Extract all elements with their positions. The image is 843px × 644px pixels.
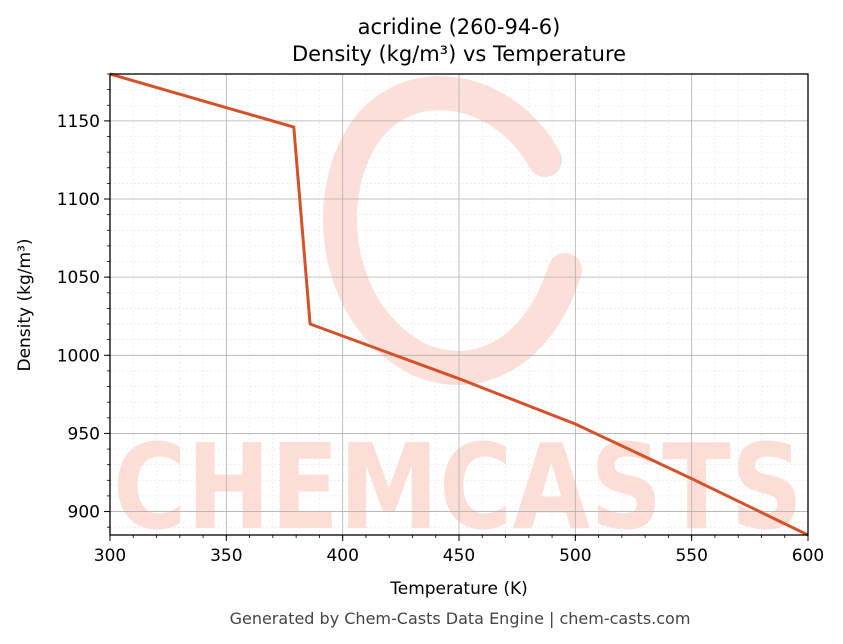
y-tick-label: 950 (68, 424, 100, 444)
x-axis: 300 350 400 450 500 550 600 (94, 535, 824, 566)
chart-subtitle: Density (kg/m³) vs Temperature (292, 42, 626, 66)
watermark: CHEMCASTS (113, 76, 803, 556)
y-tick-label: 900 (68, 503, 100, 523)
y-tick-label: 1150 (57, 112, 100, 132)
x-tick-label: 350 (210, 546, 242, 566)
watermark-logo (323, 76, 582, 385)
footer-credit: Generated by Chem-Casts Data Engine | ch… (230, 609, 691, 628)
chart-title: acridine (260-94-6) (358, 15, 561, 39)
x-tick-label: 500 (559, 546, 591, 566)
y-tick-label: 1050 (57, 268, 100, 288)
x-tick-label: 600 (792, 546, 824, 566)
y-tick-label: 1000 (57, 346, 100, 366)
density-series-line (109, 72, 809, 537)
watermark-text: CHEMCASTS (113, 418, 803, 556)
x-tick-label: 300 (94, 546, 126, 566)
y-axis-label: Density (kg/m³) (15, 238, 35, 371)
x-tick-label: 400 (326, 546, 358, 566)
y-tick-label: 1100 (57, 190, 100, 210)
plot-area (109, 72, 809, 537)
y-axis: 900 950 1000 1050 1100 1150 (57, 73, 110, 528)
x-axis-label: Temperature (K) (389, 579, 528, 599)
x-tick-label: 550 (675, 546, 707, 566)
x-tick-label: 450 (443, 546, 475, 566)
